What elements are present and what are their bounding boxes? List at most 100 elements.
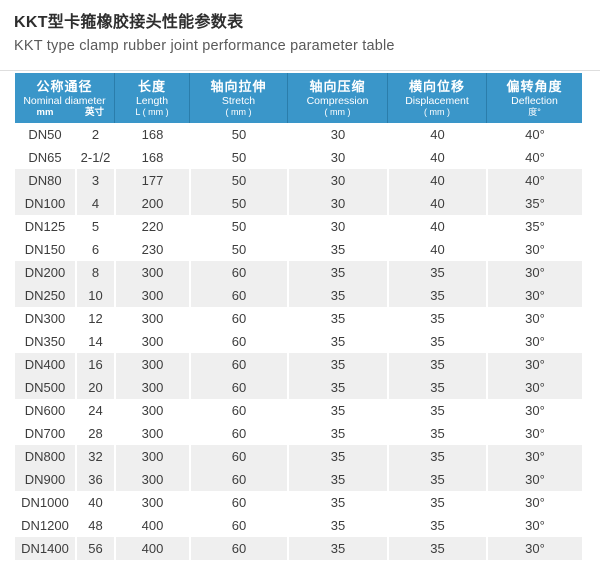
table-cell: 200: [114, 192, 189, 215]
table-cell: 60: [189, 399, 287, 422]
table-cell: 177: [114, 169, 189, 192]
table-cell: 30°: [486, 353, 582, 376]
table-cell: 40°: [486, 123, 582, 146]
table-cell: DN350: [15, 330, 75, 353]
table-row: DN80 3 177 50 30 40 40°: [15, 169, 582, 192]
table-cell: 35: [287, 353, 387, 376]
table-cell: 30: [287, 192, 387, 215]
table-cell: 30°: [486, 468, 582, 491]
table-row: DN200 8 300 60 35 35 30°: [15, 261, 582, 284]
table-cell: DN50: [15, 123, 75, 146]
table-cell: 300: [114, 376, 189, 399]
page-subtitle: KKT type clamp rubber joint performance …: [14, 38, 395, 54]
table-cell: 300: [114, 445, 189, 468]
column-header-compression: 轴向压缩 Compression ( mm ): [287, 73, 387, 123]
table-cell: 40: [75, 491, 114, 514]
table-cell: 50: [189, 146, 287, 169]
table-cell: 60: [189, 353, 287, 376]
table-cell: DN300: [15, 307, 75, 330]
table-cell: DN65: [15, 146, 75, 169]
table-cell: DN200: [15, 261, 75, 284]
table-cell: DN125: [15, 215, 75, 238]
table-cell: 30: [287, 146, 387, 169]
table-cell: 300: [114, 468, 189, 491]
table-cell: 30°: [486, 399, 582, 422]
table-row: DN1200 48 400 60 35 35 30°: [15, 514, 582, 537]
table-cell: 35: [287, 284, 387, 307]
table-cell: DN1400: [15, 537, 75, 560]
column-header-en: Compression: [306, 94, 369, 107]
table-cell: 300: [114, 491, 189, 514]
table-cell: 35°: [486, 192, 582, 215]
table-cell: DN250: [15, 284, 75, 307]
table-cell: 35: [287, 238, 387, 261]
column-header-unit: ( mm ): [225, 106, 252, 117]
column-header-en: Displacement: [405, 94, 469, 107]
column-header-zh: 横向位移: [408, 78, 465, 94]
column-header-en: Stretch: [221, 94, 256, 107]
table-cell: 35: [387, 399, 486, 422]
table-cell: DN600: [15, 399, 75, 422]
table-cell: 14: [75, 330, 114, 353]
table-cell: 60: [189, 330, 287, 353]
table-cell: 40°: [486, 146, 582, 169]
column-header-unit: ( mm ): [324, 106, 351, 117]
column-header-stretch: 轴向拉伸 Stretch ( mm ): [189, 73, 287, 123]
table-cell: 30°: [486, 445, 582, 468]
table-cell: 35: [387, 468, 486, 491]
table-cell: 30: [287, 123, 387, 146]
page-title: KKT型卡箍橡胶接头性能参数表: [14, 14, 244, 31]
table-cell: 60: [189, 422, 287, 445]
table-cell: DN150: [15, 238, 75, 261]
table-row: DN900 36 300 60 35 35 30°: [15, 468, 582, 491]
table-cell: 2: [75, 123, 114, 146]
table-row: DN700 28 300 60 35 35 30°: [15, 422, 582, 445]
table-cell: 168: [114, 123, 189, 146]
table-row: DN500 20 300 60 35 35 30°: [15, 376, 582, 399]
table-cell: 12: [75, 307, 114, 330]
table-cell: 300: [114, 261, 189, 284]
table-cell: 40°: [486, 169, 582, 192]
column-header-nominal-diameter: 公称通径 Nominal diameter mm 英寸: [15, 73, 114, 123]
table-cell: 30°: [486, 491, 582, 514]
column-header-unit: 度°: [528, 106, 541, 117]
table-cell: DN500: [15, 376, 75, 399]
table-row: DN300 12 300 60 35 35 30°: [15, 307, 582, 330]
table-cell: 35: [287, 376, 387, 399]
table-cell: 168: [114, 146, 189, 169]
table-cell: 6: [75, 238, 114, 261]
table-row: DN600 24 300 60 35 35 30°: [15, 399, 582, 422]
table-cell: 35: [387, 376, 486, 399]
table-cell: 30: [287, 215, 387, 238]
table-row: DN250 10 300 60 35 35 30°: [15, 284, 582, 307]
table-cell: 30°: [486, 307, 582, 330]
column-header-en: Deflection: [511, 94, 558, 107]
table-cell: 30°: [486, 514, 582, 537]
table-cell: DN1200: [15, 514, 75, 537]
subcolumn-inch-label: 英寸: [84, 106, 104, 118]
table-cell: 35: [387, 353, 486, 376]
table-cell: 35: [287, 537, 387, 560]
table-cell: 40: [387, 146, 486, 169]
table-cell: 30°: [486, 330, 582, 353]
table-cell: 16: [75, 353, 114, 376]
table-cell: 400: [114, 537, 189, 560]
column-header-zh: 偏转角度: [506, 78, 563, 94]
table-cell: 35: [387, 422, 486, 445]
table-cell: 60: [189, 537, 287, 560]
table-cell: 60: [189, 376, 287, 399]
table-cell: 35°: [486, 215, 582, 238]
column-header-unit: L ( mm ): [135, 106, 169, 117]
column-header-zh: 公称通径: [36, 78, 93, 94]
table-row: DN150 6 230 50 35 40 30°: [15, 238, 582, 261]
table-row: DN50 2 168 50 30 40 40°: [15, 123, 582, 146]
table-cell: 300: [114, 353, 189, 376]
table-cell: 50: [189, 192, 287, 215]
table-cell: 35: [287, 491, 387, 514]
table-cell: 30°: [486, 422, 582, 445]
table-cell: 300: [114, 399, 189, 422]
table-cell: 56: [75, 537, 114, 560]
column-header-length: 长度 Length L ( mm ): [114, 73, 189, 123]
table-cell: 40: [387, 169, 486, 192]
table-cell: 35: [387, 537, 486, 560]
